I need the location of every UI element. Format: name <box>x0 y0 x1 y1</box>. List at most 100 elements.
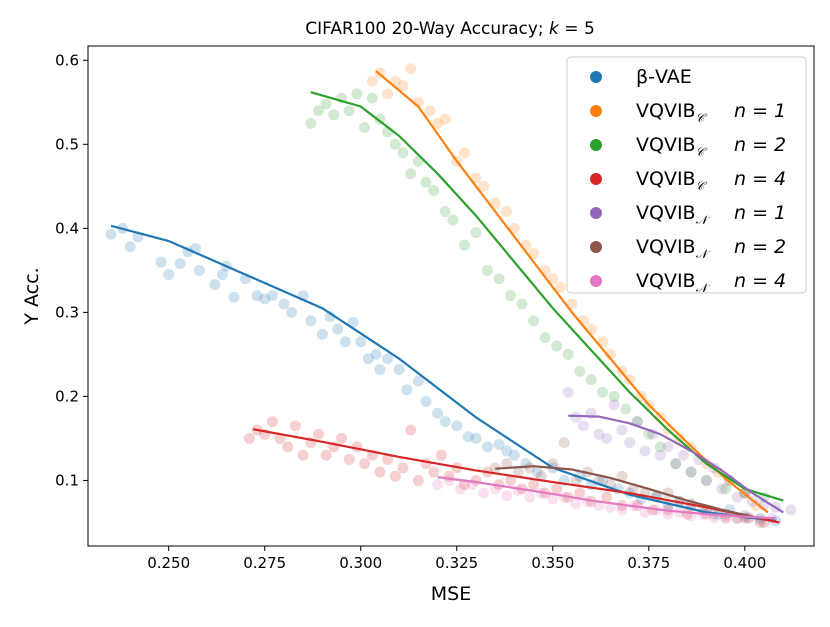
legend-n-label: n = 4 <box>734 168 786 190</box>
data-point <box>389 138 401 150</box>
data-point <box>259 293 271 305</box>
legend-marker <box>590 275 602 287</box>
data-point <box>305 315 317 327</box>
data-point <box>639 506 651 518</box>
data-point <box>601 491 613 503</box>
data-point <box>566 298 578 310</box>
data-point <box>443 474 455 486</box>
data-point <box>420 395 432 407</box>
y-tick-label: 0.2 <box>55 387 79 405</box>
data-point <box>562 386 574 398</box>
x-tick-label: 0.300 <box>339 554 382 572</box>
data-point <box>516 298 528 310</box>
data-point <box>447 214 459 226</box>
data-point <box>700 474 712 486</box>
data-point <box>670 458 682 470</box>
data-point <box>282 441 294 453</box>
data-point <box>501 445 513 457</box>
data-point <box>312 428 324 440</box>
data-point <box>439 113 451 125</box>
data-point <box>382 453 394 465</box>
data-point <box>670 458 682 470</box>
data-point <box>370 348 382 360</box>
data-point <box>347 316 359 328</box>
data-point <box>374 364 386 376</box>
data-point <box>551 483 563 495</box>
data-point <box>501 490 513 502</box>
data-point <box>458 147 470 159</box>
data-point <box>362 353 374 365</box>
data-point <box>624 437 636 449</box>
legend-n-label: n = 2 <box>734 134 786 156</box>
data-point <box>608 399 620 411</box>
legend-marker <box>590 139 602 151</box>
data-point <box>174 258 186 270</box>
x-tick-label: 0.325 <box>435 554 478 572</box>
data-point <box>343 105 355 117</box>
legend-item: VQVIB𝒩 n = 4 <box>590 270 786 295</box>
data-point <box>554 281 566 293</box>
x-tick-label: 0.400 <box>723 554 766 572</box>
data-point <box>320 449 332 461</box>
data-point <box>574 487 586 499</box>
data-point <box>585 374 597 386</box>
legend-item: VQVIB𝒩 n = 2 <box>590 236 786 261</box>
data-point <box>620 403 632 415</box>
legend-n-label: n = 1 <box>734 100 786 122</box>
data-point <box>524 462 536 474</box>
legend-marker <box>590 241 602 253</box>
data-point <box>685 466 697 478</box>
legend-marker <box>590 71 602 83</box>
data-point <box>616 470 628 482</box>
data-point <box>355 336 367 348</box>
data-point <box>266 416 278 428</box>
data-point <box>228 291 240 303</box>
data-point <box>439 206 451 218</box>
y-tick-label: 0.6 <box>55 51 79 69</box>
data-point <box>405 63 417 75</box>
fit-line-6 <box>437 476 776 520</box>
data-point <box>328 109 340 121</box>
data-point <box>374 466 386 478</box>
data-point <box>505 474 517 486</box>
data-point <box>685 466 697 478</box>
x-tick-label: 0.350 <box>531 554 574 572</box>
data-point <box>662 441 674 453</box>
data-point <box>462 431 474 443</box>
data-point <box>405 168 417 180</box>
data-point <box>382 353 394 365</box>
data-point <box>493 438 505 450</box>
data-point <box>512 466 524 478</box>
data-point <box>320 98 332 110</box>
data-point <box>393 364 405 376</box>
data-point <box>332 323 344 335</box>
data-point <box>435 449 447 461</box>
data-point <box>397 462 409 474</box>
legend-n-label: n = 4 <box>734 270 786 292</box>
data-point <box>785 504 797 516</box>
data-point <box>339 336 351 348</box>
data-point <box>616 504 628 516</box>
data-point <box>604 348 616 360</box>
data-point <box>481 264 493 276</box>
y-tick-label: 0.4 <box>55 219 79 237</box>
data-point <box>654 441 666 453</box>
plot-area <box>105 63 797 528</box>
data-point <box>508 222 520 234</box>
data-point <box>558 437 570 449</box>
data-point <box>366 92 378 104</box>
y-tick-label: 0.3 <box>55 303 79 321</box>
data-point <box>420 458 432 470</box>
legend-item: VQVIB𝒞 n = 4 <box>590 168 786 193</box>
data-point <box>750 500 762 512</box>
y-axis: 0.1 0.2 0.3 0.4 0.5 0.6 <box>55 51 88 489</box>
data-point <box>412 474 424 486</box>
legend-label: VQVIB𝒩 <box>636 270 711 295</box>
data-point <box>297 449 309 461</box>
data-point <box>251 290 263 302</box>
data-point <box>570 498 582 510</box>
legend-item: VQVIB𝒩 n = 1 <box>590 202 786 227</box>
data-point <box>601 432 613 444</box>
fit-line-4 <box>568 414 784 514</box>
